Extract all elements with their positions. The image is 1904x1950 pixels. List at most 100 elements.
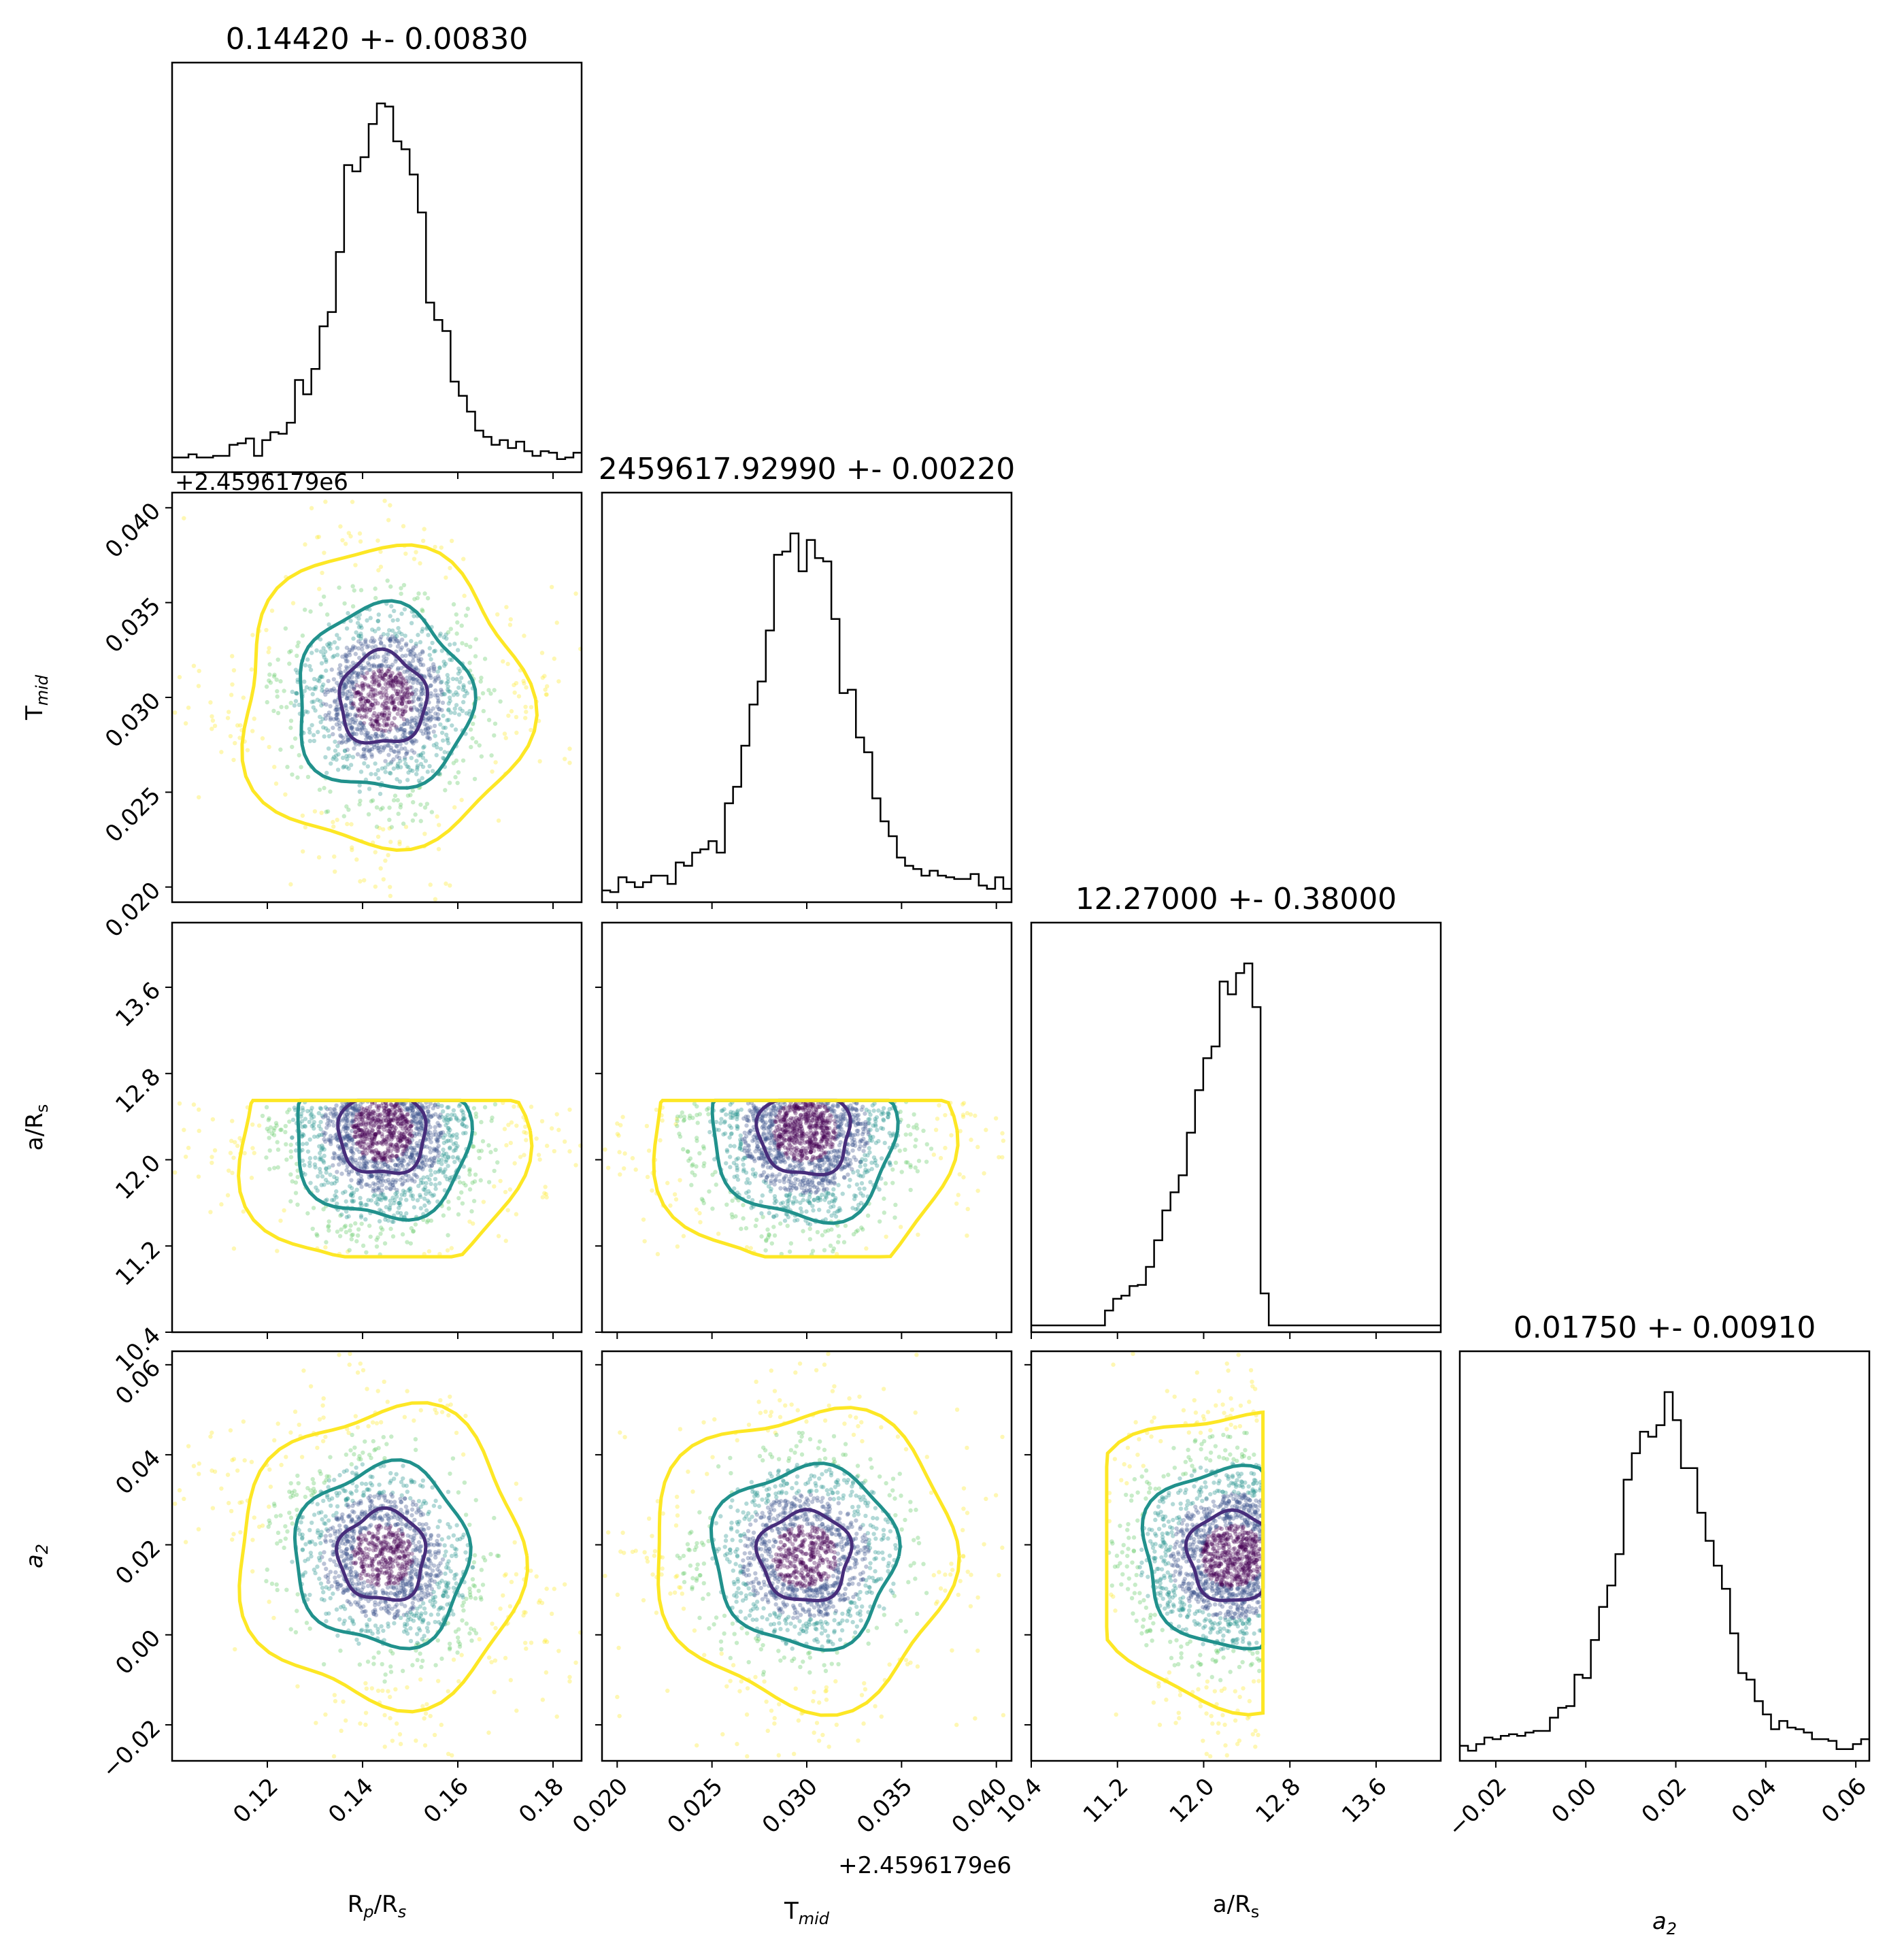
sample-point (349, 691, 354, 697)
sample-point (398, 1138, 403, 1143)
sample-point (744, 1123, 749, 1128)
sample-point (328, 789, 333, 794)
sample-point (472, 776, 478, 782)
sample-point (773, 1157, 778, 1161)
sample-point (364, 748, 369, 753)
sample-point (418, 753, 423, 758)
sample-point (805, 1156, 809, 1161)
sample-point (351, 701, 356, 706)
sample-point (410, 1108, 416, 1113)
sample-point (444, 881, 448, 886)
sample-point (549, 1126, 554, 1131)
sample-point (449, 538, 454, 544)
sample-point (471, 721, 475, 727)
sample-point (853, 1193, 858, 1199)
sample-point (369, 1131, 374, 1136)
sample-point (394, 679, 399, 684)
sample-point (461, 684, 466, 690)
sample-point (410, 799, 416, 805)
sample-point (396, 1206, 401, 1210)
sample-point (322, 1147, 327, 1152)
sample-point (304, 1141, 310, 1146)
sample-point (490, 769, 495, 774)
sample-point (794, 1199, 799, 1204)
sample-point (387, 1180, 392, 1185)
sample-point (310, 692, 315, 697)
sample-point (395, 691, 400, 697)
sample-point (753, 1223, 758, 1228)
sample-point (231, 757, 236, 763)
sample-point (305, 1211, 310, 1216)
sample-point (834, 1119, 839, 1125)
sample-point (375, 538, 380, 543)
sample-point (228, 1151, 233, 1155)
sample-point (729, 1131, 734, 1136)
sample-point (365, 1161, 369, 1166)
sample-point (473, 637, 478, 642)
sample-point (405, 1112, 410, 1117)
sample-point (288, 882, 293, 887)
sample-point (742, 1130, 748, 1136)
sample-point (440, 700, 446, 706)
sample-point (392, 1127, 397, 1133)
sample-point (388, 673, 393, 678)
sample-point (392, 723, 397, 727)
sample-point (424, 1208, 429, 1213)
sample-point (982, 1171, 986, 1176)
sample-point (290, 1136, 295, 1140)
sample-point (745, 1177, 750, 1182)
sample-point (274, 1123, 279, 1128)
sample-point (410, 718, 415, 723)
sample-point (801, 1191, 805, 1195)
sample-point (393, 689, 399, 694)
sample-point (835, 1104, 841, 1109)
sample-point (929, 1146, 934, 1151)
sample-point (451, 693, 456, 697)
sample-point (912, 1112, 916, 1117)
sample-point (865, 1153, 870, 1158)
sample-point (373, 761, 378, 766)
sample-point (376, 626, 381, 631)
sample-point (344, 757, 350, 762)
sample-point (543, 1185, 548, 1189)
sample-point (328, 688, 333, 693)
sample-point (819, 1176, 824, 1181)
sample-point (603, 1147, 607, 1152)
sample-point (744, 1226, 749, 1231)
sample-point (418, 704, 423, 709)
sample-point (337, 663, 343, 667)
sample-point (456, 712, 462, 717)
sample-point (761, 1163, 765, 1169)
sample-point (358, 798, 363, 804)
sample-point (353, 1221, 358, 1226)
sample-point (866, 1168, 871, 1173)
sample-point (954, 1201, 959, 1206)
sample-point (505, 1208, 510, 1212)
sample-point (334, 1103, 339, 1108)
sample-point (307, 663, 312, 669)
sample-point (398, 727, 403, 731)
sample-point (183, 1154, 188, 1159)
sample-point (361, 721, 367, 725)
sample-point (433, 648, 438, 653)
sample-point (375, 1112, 380, 1117)
sample-point (421, 745, 426, 750)
sample-point (318, 1170, 323, 1175)
sample-point (836, 1125, 841, 1129)
sample-point (399, 746, 404, 751)
panel-tmid-ars (603, 1098, 1006, 1259)
sample-point (393, 659, 398, 664)
sample-point (367, 694, 372, 699)
sample-point (399, 1111, 404, 1116)
sample-point (241, 1209, 246, 1214)
sample-point (399, 1192, 404, 1197)
sample-point (359, 715, 365, 720)
sample-point (358, 1214, 364, 1220)
sample-point (675, 1123, 680, 1129)
sample-point (405, 778, 410, 782)
sample-point (272, 1166, 277, 1170)
sample-point (358, 697, 363, 701)
sample-point (399, 631, 404, 637)
sample-point (362, 878, 367, 882)
sample-point (390, 618, 395, 623)
